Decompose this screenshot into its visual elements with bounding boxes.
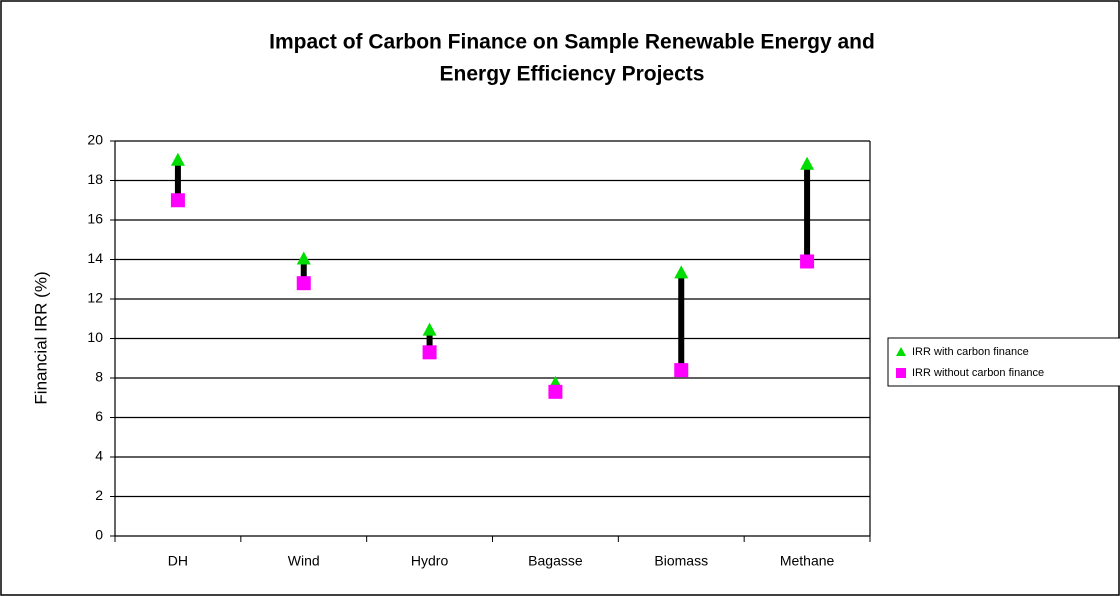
x-tick-label: Bagasse — [528, 553, 583, 569]
y-tick-label: 4 — [95, 448, 103, 464]
chart-title: Energy Efficiency Projects — [440, 63, 705, 86]
point-square — [800, 254, 815, 269]
legend-marker — [896, 368, 906, 378]
legend-marker — [896, 347, 906, 356]
y-tick-label: 20 — [87, 132, 103, 148]
y-tick-label: 2 — [95, 487, 103, 503]
y-tick-label: 12 — [87, 290, 103, 306]
y-tick-label: 8 — [95, 369, 103, 385]
point-square — [422, 345, 437, 360]
y-tick-label: 18 — [87, 171, 103, 187]
point-square — [674, 363, 689, 378]
x-tick-label: DH — [168, 553, 188, 569]
y-tick-label: 10 — [87, 329, 103, 345]
point-square — [296, 276, 311, 291]
point-triangle — [422, 322, 437, 336]
x-tick-label: Wind — [288, 553, 320, 569]
point-triangle — [170, 152, 185, 166]
y-tick-label: 14 — [87, 250, 103, 266]
chart-title: Impact of Carbon Finance on Sample Renew… — [269, 31, 875, 54]
y-tick-label: 6 — [95, 408, 103, 424]
x-tick-label: Biomass — [654, 553, 708, 569]
legend-label: IRR without carbon finance — [912, 367, 1044, 379]
point-triangle — [674, 265, 689, 279]
point-triangle — [800, 156, 815, 170]
point-square — [548, 384, 563, 399]
y-tick-label: 0 — [95, 527, 103, 543]
point-square — [170, 193, 185, 208]
y-axis-title: Financial IRR (%) — [31, 271, 50, 404]
y-tick-label: 16 — [87, 211, 103, 227]
point-triangle — [296, 251, 311, 265]
x-tick-label: Methane — [780, 553, 835, 569]
legend-label: IRR with carbon finance — [912, 346, 1029, 358]
x-tick-label: Hydro — [411, 553, 449, 569]
legend-box — [887, 337, 1120, 387]
